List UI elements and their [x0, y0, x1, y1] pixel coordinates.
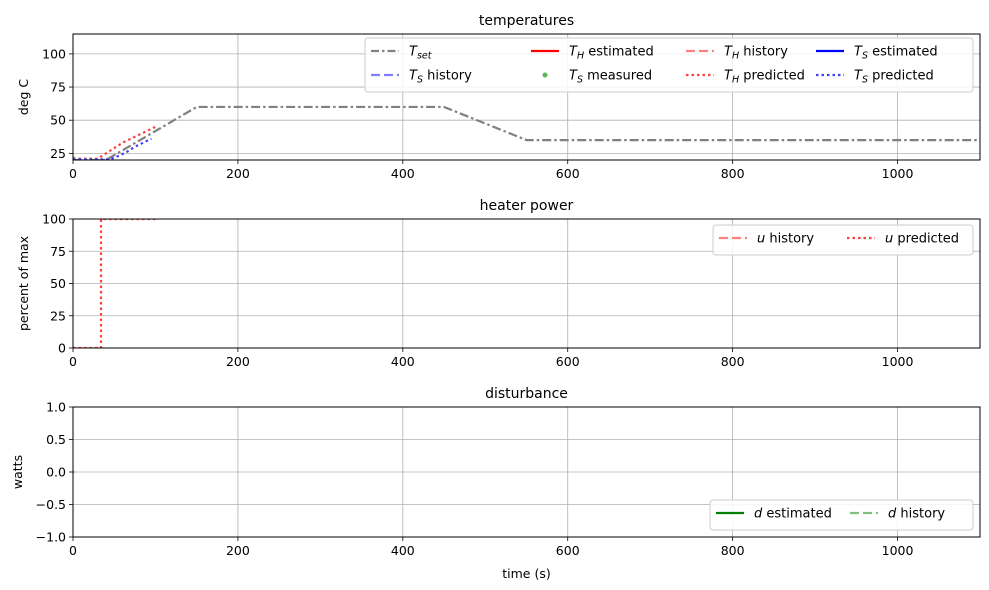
legend-item: d history: [850, 507, 945, 522]
legend-label: TH estimated: [569, 45, 654, 62]
chart-title: temperatures: [479, 13, 574, 29]
legend-item: TH predicted: [686, 69, 805, 86]
legend-label: u history: [757, 232, 814, 247]
legend-label: TS history: [409, 69, 472, 86]
legend-label: Tset: [409, 45, 433, 62]
y-tick-label: 0: [58, 341, 66, 356]
y-tick-label: 25: [50, 146, 66, 161]
y-axis-label: deg C: [16, 79, 31, 116]
legend-label: TS predicted: [854, 69, 934, 86]
series-line: [73, 125, 156, 160]
panel-temperatures: 0 200 400 600 800 1000 25 50 75 100 temperatures de…: [16, 13, 981, 181]
legend-item: TS measured: [542, 69, 652, 86]
legend-label: TH predicted: [724, 69, 805, 86]
legend-label: d history: [888, 507, 945, 522]
x-tick-label: 800: [721, 166, 745, 181]
legend-label: u predicted: [885, 232, 959, 247]
legend: d estimated d history: [709, 499, 974, 531]
legend-label: d estimated: [754, 507, 832, 522]
legend-item: TS estimated: [816, 45, 938, 62]
y-tick-label: −0.5: [36, 497, 66, 512]
x-tick-label: 600: [556, 354, 580, 369]
x-tick-label: 200: [226, 543, 250, 558]
x-tick-label: 1000: [882, 543, 914, 558]
legend-marker: [542, 72, 548, 78]
legend-item: TH history: [686, 45, 788, 62]
y-tick-label: 1.0: [46, 400, 66, 415]
y-tick-label: 50: [50, 113, 66, 128]
x-tick-label: 0: [69, 354, 77, 369]
y-tick-label: 50: [50, 276, 66, 291]
x-tick-label: 600: [556, 166, 580, 181]
y-tick-label: 25: [50, 308, 66, 323]
chart-title: disturbance: [485, 386, 568, 402]
legend-item: TS history: [371, 69, 472, 86]
y-tick-label: 100: [42, 46, 66, 61]
legend-item: Tset: [371, 45, 433, 62]
chart-title: heater power: [480, 198, 574, 214]
y-tick-label: 75: [50, 80, 66, 95]
x-tick-label: 0: [69, 166, 77, 181]
panel-disturbance: 0 200 400 600 800 1000 −1.0 −0.5 0.0 0.5 1.0 distur…: [10, 386, 981, 581]
y-tick-label: −1.0: [36, 530, 66, 545]
y-axis-label: percent of max: [16, 236, 31, 331]
x-tick-label: 1000: [882, 166, 914, 181]
panel-heater-power: 0 200 400 600 800 1000 0 25 50 75 100 heater power p…: [16, 198, 981, 369]
y-tick-label: 0.0: [46, 465, 66, 480]
legend-label: TS measured: [569, 69, 652, 86]
legend: u history u predicted: [712, 224, 974, 256]
x-tick-label: 200: [226, 166, 250, 181]
legend-item: u predicted: [847, 232, 959, 247]
x-tick-label: 1000: [882, 354, 914, 369]
x-tick-label: 0: [69, 543, 77, 558]
series-line: [73, 137, 152, 160]
legend: Tset TH estimated TH history TS estimated TS…: [364, 37, 974, 93]
x-tick-label: 400: [391, 354, 415, 369]
x-tick-label: 600: [556, 543, 580, 558]
x-tick-label: 400: [391, 166, 415, 181]
y-tick-label: 0.5: [46, 432, 66, 447]
x-axis-label: time (s): [502, 566, 550, 581]
x-tick-label: 800: [721, 543, 745, 558]
y-tick-label: 100: [42, 212, 66, 227]
axes-frame: [72, 33, 981, 161]
y-tick-label: 75: [50, 244, 66, 259]
y-axis-label: watts: [10, 455, 25, 489]
series-line: [73, 105, 980, 160]
x-tick-label: 800: [721, 354, 745, 369]
x-tick-label: 400: [391, 543, 415, 558]
legend-item: TS predicted: [816, 69, 934, 86]
x-tick-label: 200: [226, 354, 250, 369]
legend-label: TH history: [724, 45, 788, 62]
legend-label: TS estimated: [854, 45, 938, 62]
legend-item: u history: [719, 232, 814, 247]
legend-item: TH estimated: [531, 45, 654, 62]
legend-item: d estimated: [716, 507, 832, 522]
